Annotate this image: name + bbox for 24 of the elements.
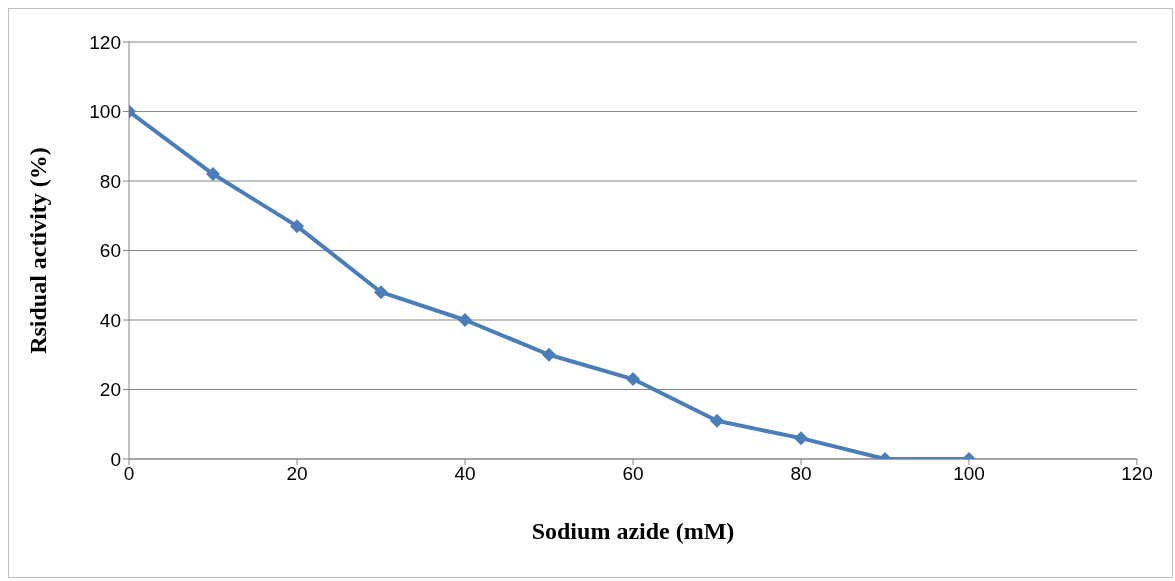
x-axis-title: Sodium azide (mM) (531, 518, 735, 544)
y-tick-label: 120 (89, 31, 121, 53)
y-axis-title: Rsidual activity (%) (24, 147, 51, 354)
point (206, 167, 220, 182)
point (290, 219, 304, 234)
point (626, 372, 640, 387)
x-tick-label: 0 (123, 463, 135, 485)
y-tick-label: 80 (99, 170, 121, 192)
point (458, 313, 472, 327)
x-tick-label: 40 (454, 463, 476, 485)
x-tick-label: 80 (790, 463, 812, 485)
y-tick-label: 60 (99, 240, 121, 262)
x-tick-label: 20 (286, 463, 308, 485)
point (710, 413, 724, 428)
y-tick-label: 100 (89, 101, 121, 123)
y-tick-label: 0 (110, 448, 121, 470)
x-tick-label: 120 (1121, 463, 1153, 485)
y-tick-label: 20 (99, 379, 121, 401)
x-tick-label: 100 (953, 463, 985, 485)
point (542, 347, 556, 362)
x-tick-label: 60 (622, 463, 644, 485)
point (374, 285, 388, 300)
point (794, 431, 808, 446)
y-tick-label: 40 (99, 309, 121, 331)
